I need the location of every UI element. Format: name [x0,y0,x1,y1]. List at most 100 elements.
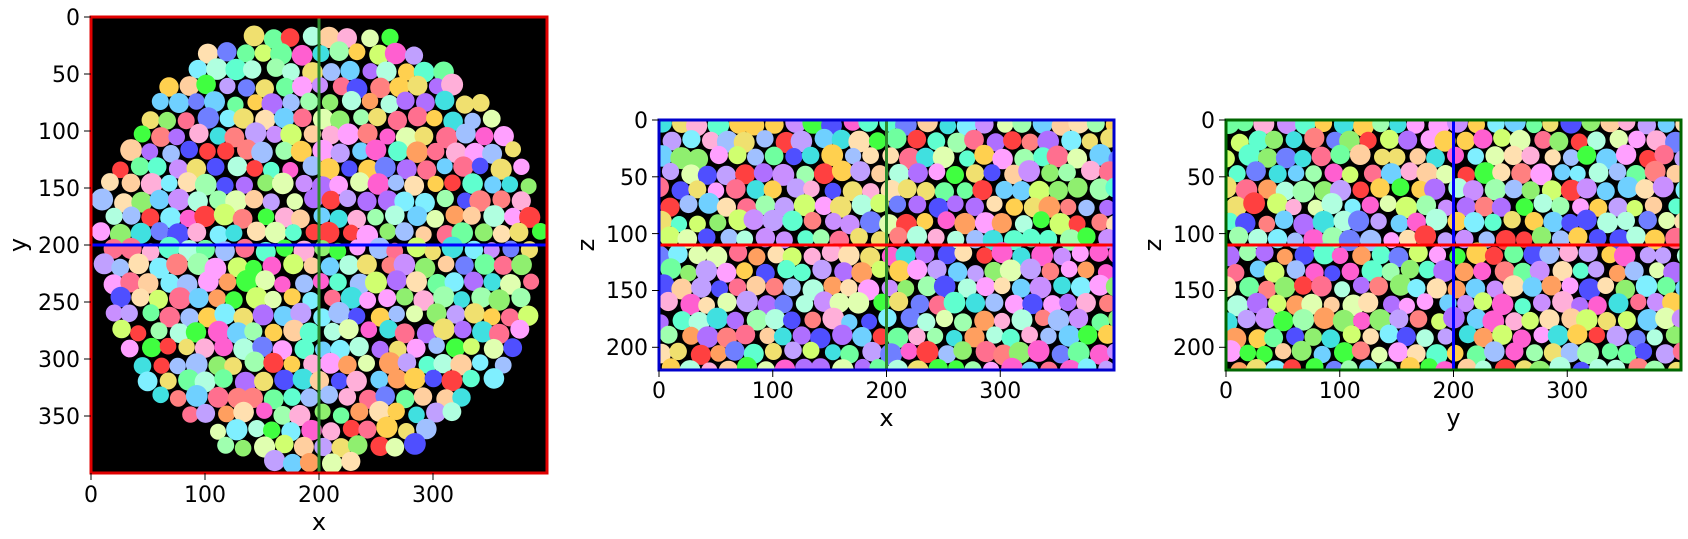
grain [1569,165,1586,182]
grain [1668,198,1681,215]
grain [293,436,314,457]
grain [101,173,119,191]
grain [295,274,314,293]
grain [361,29,379,48]
grain [185,385,208,407]
grain [1628,130,1646,149]
grain [406,141,429,163]
grain [1628,330,1646,348]
grain [1304,127,1325,148]
grain [916,182,936,201]
grain [1619,376,1638,395]
grain [851,194,873,216]
grain [1273,310,1294,332]
grain [709,214,727,232]
grain [444,272,464,292]
grain [255,79,274,98]
grain [1543,211,1564,233]
grain [483,205,506,227]
grain [1275,343,1292,360]
grain [441,370,463,392]
grain [938,345,957,364]
grain [974,212,997,234]
grain [1435,361,1456,370]
grain [888,195,907,213]
grain [245,287,268,309]
grain [450,354,472,376]
grain [141,243,160,261]
grain [1600,120,1621,133]
grain [357,123,378,144]
grain [1305,165,1322,182]
grain [908,163,928,183]
grain [763,180,782,199]
grain [1654,145,1674,165]
grain [1070,379,1088,397]
grain [1077,358,1097,370]
grain [404,175,425,196]
grain [196,74,216,95]
panel-xz: 0 100 200 300 0 50 100 150 200 x z [572,109,1116,432]
grain [1616,211,1635,230]
grain [858,120,879,132]
grain [243,60,262,79]
grain [1524,375,1544,395]
grain [1089,274,1111,296]
grain [426,303,447,324]
grain [263,352,284,373]
grain [1455,262,1474,282]
grain [283,319,305,342]
grain [688,180,707,199]
grain [852,327,872,347]
grain [166,253,188,276]
grain [1597,312,1616,331]
grain [889,163,910,184]
grain [1588,162,1609,183]
grain [954,375,972,393]
grain [148,289,168,309]
grain [803,180,820,198]
grain [1305,358,1324,370]
grain [352,142,370,160]
grain [1578,278,1601,301]
grain [394,191,415,212]
grain [1068,308,1089,329]
grain [1529,360,1551,370]
grain [983,164,1001,182]
grain [1560,342,1581,363]
grain [822,307,845,330]
grain [233,401,254,423]
grain [1416,329,1434,347]
grain [1515,360,1534,370]
grain [1608,163,1627,181]
grain [1652,176,1674,198]
grain [1522,277,1543,297]
grain [726,311,744,330]
grain [501,176,519,193]
grain [1567,324,1588,345]
grain [774,294,793,314]
grain [347,209,367,229]
grain [511,288,531,308]
grain [1053,276,1071,295]
grain [324,289,341,307]
grain [1324,265,1341,282]
grain [319,385,338,404]
grain [169,357,186,375]
grain [1107,343,1114,360]
grain [142,304,160,322]
grain [472,321,494,343]
grain [1340,360,1358,370]
grain [1494,359,1516,370]
grain [957,278,978,298]
grain [915,244,935,264]
grain [105,207,123,225]
grain [207,320,230,343]
grain [1342,325,1361,344]
grain [338,319,359,340]
grain [149,189,170,210]
grain [111,258,130,277]
grain [1078,199,1095,217]
grain [1617,311,1636,330]
grain [1570,133,1588,151]
